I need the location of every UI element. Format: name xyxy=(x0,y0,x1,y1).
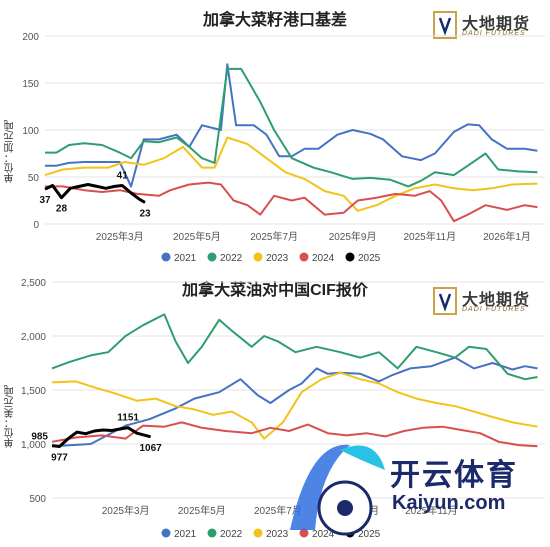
x-tick-label: 2025年5月 xyxy=(178,504,226,517)
legend-label-2024: 2024 xyxy=(312,529,335,540)
chart-panel-canola-oil-cif: 加拿大菜油对中国CIF报价 大地期货 DADI FUTURES 单位：美元/吨 … xyxy=(0,270,550,547)
legend-label-2023: 2023 xyxy=(266,529,289,540)
y-tick-label: 0 xyxy=(33,220,39,231)
series-line-2024 xyxy=(45,181,538,223)
series-line-2021 xyxy=(45,63,538,188)
x-tick-label: 2026年1月 xyxy=(483,230,531,243)
data-label: 41 xyxy=(117,170,129,181)
data-label: 23 xyxy=(139,208,151,219)
logo-text-cn: 大地期货 xyxy=(462,292,531,309)
y-tick-label: 100 xyxy=(22,126,39,137)
legend-marker-2024 xyxy=(299,528,309,538)
legend-label-2021: 2021 xyxy=(174,529,197,540)
logo-text-en: DADI FUTURES xyxy=(462,30,526,37)
data-label: 977 xyxy=(51,452,68,463)
data-label: 1151 xyxy=(117,413,139,424)
legend-label-2024: 2024 xyxy=(312,253,335,264)
chart-title: 加拿大菜籽港口基差 xyxy=(202,12,347,29)
y-tick-label: 1,000 xyxy=(21,440,46,451)
legend-label-2025: 2025 xyxy=(358,529,381,540)
y-tick-label: 200 xyxy=(22,32,39,43)
legend-marker-2023 xyxy=(253,528,263,538)
legend-label-2023: 2023 xyxy=(266,253,289,264)
x-tick-label: 2025年3月 xyxy=(102,504,150,517)
x-tick-label: 2025年7月 xyxy=(254,504,302,517)
logo: 大地期货 DADI FUTURES xyxy=(432,8,540,44)
legend-marker-2021 xyxy=(161,528,171,538)
y-tick-label: 2,500 xyxy=(21,278,46,289)
logo-mark-icon xyxy=(433,287,457,315)
legend-marker-2024 xyxy=(299,252,309,262)
x-tick-label: 2025年7月 xyxy=(250,230,298,243)
legend-marker-2025 xyxy=(345,252,355,262)
logo-text-en: DADI FUTURES xyxy=(462,306,526,313)
logo: 大地期货 DADI FUTURES xyxy=(432,284,540,320)
x-tick-label: 2025年11月 xyxy=(403,230,456,243)
chart-plot: 500 1,000 1,500 2,000 2,500 2025年3月 2025年5月 202… xyxy=(21,278,545,540)
logo-text-cn: 大地期货 xyxy=(462,16,531,33)
data-label: 28 xyxy=(56,204,68,215)
legend-label-2021: 2021 xyxy=(174,253,197,264)
watermark: 开云体育 Kaiyun.com xyxy=(280,430,550,547)
series-line-2025 xyxy=(51,426,152,448)
series-line-2022 xyxy=(45,67,538,188)
x-tick-label: 2025年3月 xyxy=(96,230,144,243)
chart-title: 加拿大菜油对中国CIF报价 xyxy=(182,282,368,299)
chart-plot: 0 50 100 150 200 2025年3月 2025年5月 2025年7月 2025年9月… xyxy=(22,32,545,264)
legend-label-2025: 2025 xyxy=(358,253,381,264)
legend-marker-2022 xyxy=(207,528,217,538)
legend-label-2022: 2022 xyxy=(220,529,243,540)
chart-panel-rapeseed-basis: 加拿大菜籽港口基差 大地期货 DADI FUTURES 单位：加元/吨 0 50 1… xyxy=(0,0,550,268)
legend-marker-2023 xyxy=(253,252,263,262)
x-tick-label: 2025年5月 xyxy=(173,230,221,243)
y-tick-label: 2,000 xyxy=(21,332,46,343)
y-tick-label: 1,500 xyxy=(21,386,46,397)
watermark-text-cn: 开云体育 xyxy=(390,459,518,492)
watermark-text-en: Kaiyun.com xyxy=(392,492,506,514)
series-line-2022 xyxy=(51,313,538,381)
legend-marker-2021 xyxy=(161,252,171,262)
series-line-2023 xyxy=(44,136,538,212)
data-label: 37 xyxy=(39,195,51,206)
y-tick-label: 500 xyxy=(29,494,46,505)
data-label: 1067 xyxy=(139,443,162,454)
legend-label-2022: 2022 xyxy=(220,253,243,264)
x-tick-label: 2025年9月 xyxy=(329,230,377,243)
watermark-logo-icon xyxy=(290,444,385,536)
series-line-2023 xyxy=(51,371,538,440)
y-tick-label: 50 xyxy=(28,173,40,184)
x-tick-label: 2025年11月 xyxy=(405,504,458,517)
logo-mark-icon xyxy=(433,11,457,39)
legend-marker-2022 xyxy=(207,252,217,262)
series-line-2024 xyxy=(51,421,538,448)
data-label: 985 xyxy=(31,432,48,443)
series-line-2025 xyxy=(44,183,146,204)
y-tick-label: 150 xyxy=(22,79,39,90)
